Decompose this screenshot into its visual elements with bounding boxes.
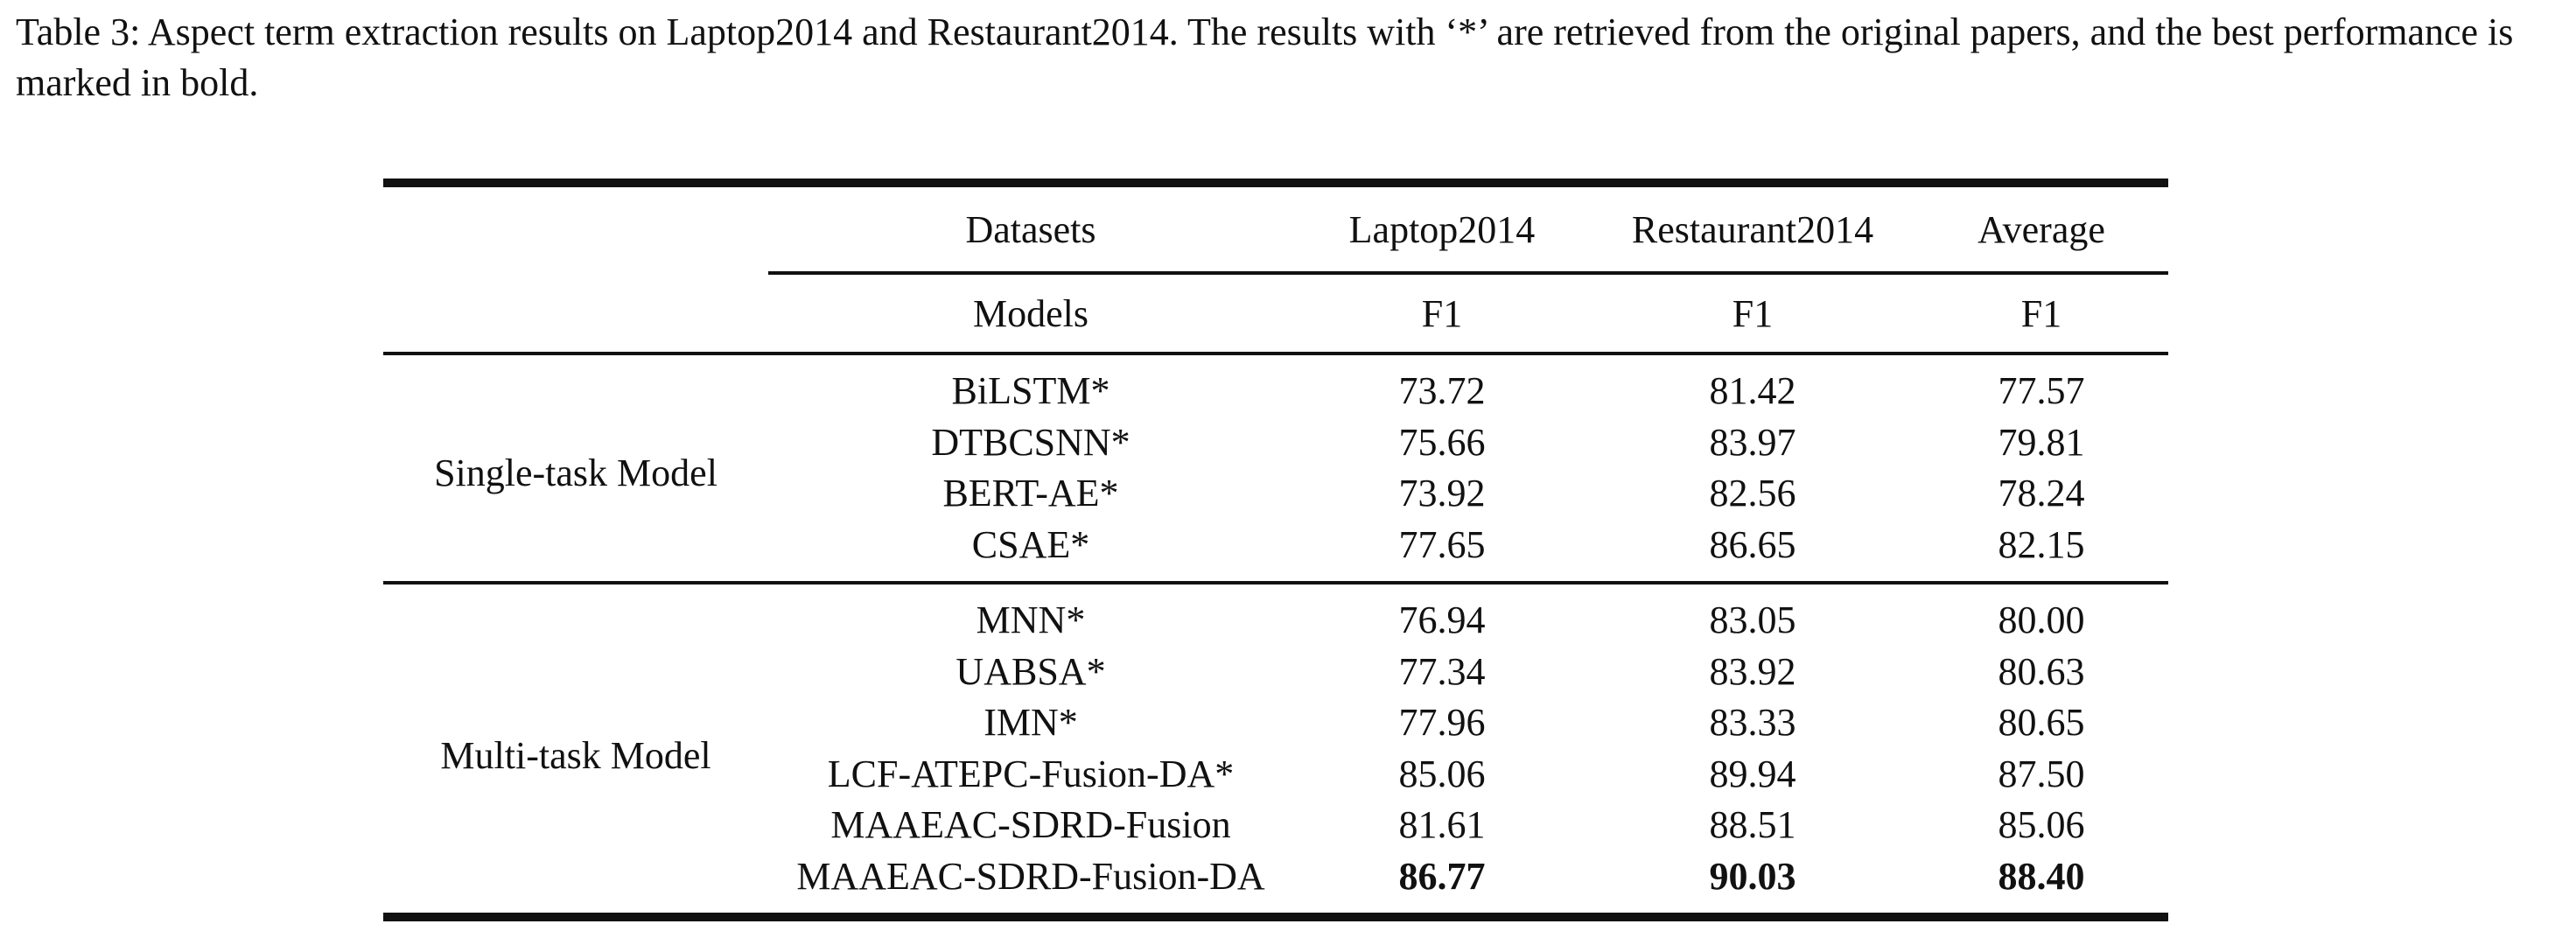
- header-average: Average: [1914, 178, 2168, 275]
- laptop-f1: 81.61: [1398, 803, 1486, 847]
- model-name: BERT-AE*: [942, 472, 1119, 515]
- laptop-f1: 85.06: [1398, 752, 1486, 795]
- header-f1-average: F1: [2020, 291, 2062, 335]
- header-f1-laptop: F1: [1421, 291, 1463, 335]
- table-row-best: MAAEAC-SDRD-Fusion-DA 86.77 90.03 88.40: [383, 850, 2168, 921]
- model-name: CSAE*: [971, 522, 1090, 566]
- header-f1-restaurant: F1: [1732, 291, 1774, 335]
- laptop-f1: 73.92: [1398, 472, 1486, 515]
- model-name: LCF-ATEPC-Fusion-DA*: [827, 752, 1235, 795]
- results-table-container: Datasets Laptop2014 Restaurant2014 Avera…: [383, 178, 2168, 921]
- average-f1: 80.65: [1998, 701, 2085, 745]
- laptop-f1: 76.94: [1293, 581, 1591, 647]
- header-row-models: Models F1 F1 F1: [383, 273, 2168, 354]
- model-name: DTBCSNN*: [931, 420, 1130, 464]
- header-empty-cell: [383, 178, 768, 354]
- header-models: Models: [973, 291, 1088, 335]
- laptop-f1: 77.96: [1398, 701, 1486, 745]
- header-row-datasets: Datasets Laptop2014 Restaurant2014 Avera…: [383, 178, 2168, 354]
- model-name: UABSA*: [956, 649, 1106, 693]
- header-restaurant2014: Restaurant2014: [1591, 178, 1914, 275]
- table-row: Multi-task Model MNN* 76.94 83.05 80.00: [383, 581, 2168, 917]
- average-f1: 77.57: [1914, 352, 2168, 417]
- model-name: IMN*: [984, 701, 1078, 745]
- group-label-multi-task: Multi-task Model: [383, 581, 768, 917]
- laptop-f1: 75.66: [1398, 420, 1486, 464]
- header-laptop2014: Laptop2014: [1293, 178, 1591, 275]
- table-row: LCF-ATEPC-Fusion-DA* 85.06 89.94 87.50: [383, 749, 2168, 801]
- average-f1: 78.24: [1998, 472, 2085, 515]
- table-bottom-rule-left: [383, 913, 768, 921]
- restaurant-f1: 83.33: [1709, 701, 1796, 745]
- average-f1: 80.63: [1998, 649, 2085, 693]
- average-f1: 80.00: [1914, 581, 2168, 647]
- header-datasets: Datasets: [768, 178, 1293, 275]
- model-name: MAAEAC-SDRD-Fusion-DA: [768, 850, 1293, 921]
- restaurant-f1: 83.92: [1709, 649, 1796, 693]
- restaurant-f1: 89.94: [1709, 752, 1796, 795]
- laptop-f1: 77.34: [1398, 649, 1486, 693]
- laptop-f1-best: 86.77: [1293, 850, 1591, 921]
- table-row: IMN* 77.96 83.33 80.65: [383, 697, 2168, 749]
- laptop-f1: 77.65: [1398, 522, 1486, 566]
- table-row: BERT-AE* 73.92 82.56 78.24: [383, 468, 2168, 520]
- model-name: MNN*: [768, 581, 1293, 647]
- restaurant-f1: 82.56: [1709, 472, 1796, 515]
- restaurant-f1-best: 90.03: [1591, 850, 1914, 921]
- laptop-f1: 73.72: [1293, 352, 1591, 417]
- table-row: Single-task Model BiLSTM* 73.72 81.42 77…: [383, 352, 2168, 583]
- results-table: Datasets Laptop2014 Restaurant2014 Avera…: [383, 178, 2168, 921]
- average-f1-best: 88.40: [1914, 850, 2168, 921]
- restaurant-f1: 83.05: [1591, 581, 1914, 647]
- group-label-single-task: Single-task Model: [383, 352, 768, 583]
- average-f1: 87.50: [1998, 752, 2085, 795]
- average-f1: 79.81: [1998, 420, 2085, 464]
- model-name: BiLSTM*: [768, 352, 1293, 417]
- average-f1: 82.15: [1998, 522, 2085, 566]
- table-row: CSAE* 77.65 86.65 82.15: [383, 520, 2168, 584]
- table-caption: Table 3: Aspect term extraction results …: [16, 10, 2514, 104]
- restaurant-f1: 86.65: [1709, 522, 1796, 566]
- table-row: MAAEAC-SDRD-Fusion 81.61 88.51 85.06: [383, 800, 2168, 851]
- restaurant-f1: 88.51: [1709, 803, 1796, 847]
- restaurant-f1: 83.97: [1709, 420, 1796, 464]
- table-row: DTBCSNN* 75.66 83.97 79.81: [383, 417, 2168, 469]
- table-row: UABSA* 77.34 83.92 80.63: [383, 647, 2168, 698]
- model-name: MAAEAC-SDRD-Fusion: [830, 803, 1231, 847]
- average-f1: 85.06: [1998, 803, 2085, 847]
- restaurant-f1: 81.42: [1591, 352, 1914, 417]
